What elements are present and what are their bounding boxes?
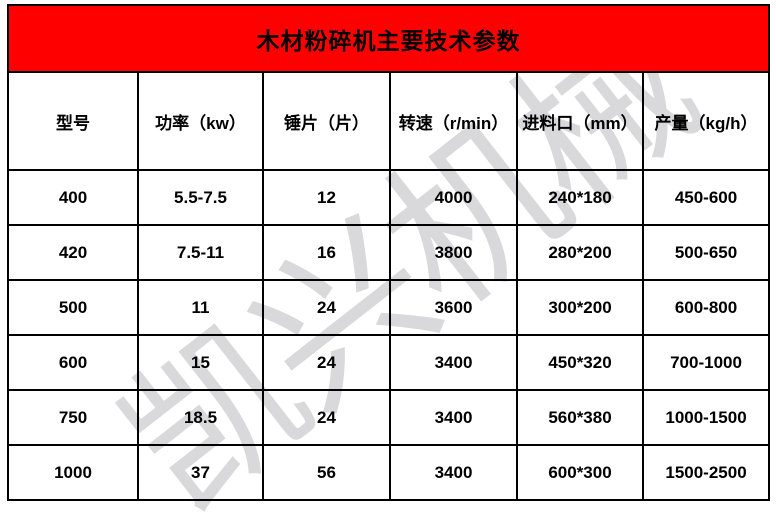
col-header-output: 产量（kg/h） [641,71,771,171]
spec-cell: 3400 [389,334,518,391]
model-cell: 500 [7,279,139,336]
table-row: 420 7.5-11 16 3800 280*200 500-650 [7,224,771,281]
spec-cell: 450*320 [516,334,644,391]
spec-cell: 3400 [389,444,518,501]
spec-cell: 24 [262,279,391,336]
spec-cell: 12 [262,169,391,226]
spec-cell: 24 [262,334,391,391]
col-header-power: 功率（kw） [137,71,264,171]
spec-cell: 3600 [389,279,518,336]
spec-cell: 24 [262,389,391,446]
spec-cell: 3800 [389,224,518,281]
spec-cell: 56 [262,444,391,501]
header-row: 型号 功率（kw） 锤片（片） 转速（r/min） 进料口（mm） 产量（kg/… [7,71,771,171]
spec-cell: 18.5 [137,389,264,446]
table-row: 500 11 24 3600 300*200 600-800 [7,279,771,336]
spec-cell: 240*180 [516,169,644,226]
spec-cell: 1000-1500 [641,389,771,446]
spec-cell: 16 [262,224,391,281]
spec-cell: 600*300 [516,444,644,501]
model-cell: 400 [7,169,139,226]
col-header-model: 型号 [7,71,139,171]
spec-cell: 560*380 [516,389,644,446]
spec-cell: 5.5-7.5 [137,169,264,226]
model-cell: 750 [7,389,139,446]
spec-cell: 4000 [389,169,518,226]
model-cell: 1000 [7,444,139,501]
spec-cell: 11 [137,279,264,336]
table-row: 400 5.5-7.5 12 4000 240*180 450-600 [7,169,771,226]
spec-cell: 500-650 [641,224,771,281]
table-row: 1000 37 56 3400 600*300 1500-2500 [7,444,771,501]
spec-cell: 3400 [389,389,518,446]
spec-cell: 15 [137,334,264,391]
title-row: 木材粉碎机主要技术参数 [6,4,771,73]
model-cell: 600 [7,334,139,391]
spec-cell: 300*200 [516,279,644,336]
spec-cell: 37 [137,444,264,501]
spec-cell: 7.5-11 [137,224,264,281]
col-header-speed: 转速（r/min） [389,71,518,171]
spec-cell: 450-600 [641,169,771,226]
spec-cell: 700-1000 [641,334,771,391]
spec-table: 木材粉碎机主要技术参数 型号 功率（kw） 锤片（片） 转速（r/min） 进料… [6,4,771,501]
spec-cell: 600-800 [641,279,771,336]
table-row: 600 15 24 3400 450*320 700-1000 [7,334,771,391]
model-cell: 420 [7,224,139,281]
col-header-inlet: 进料口（mm） [516,71,644,171]
spec-cell: 1500-2500 [641,444,771,501]
table-row: 750 18.5 24 3400 560*380 1000-1500 [7,389,771,446]
table-title: 木材粉碎机主要技术参数 [6,4,771,73]
spec-cell: 280*200 [516,224,644,281]
col-header-hammers: 锤片（片） [262,71,391,171]
